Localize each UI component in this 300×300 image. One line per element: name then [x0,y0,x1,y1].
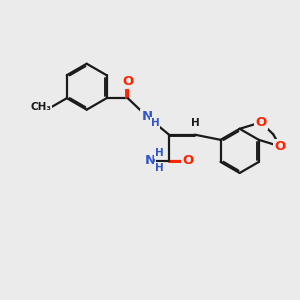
Text: O: O [255,116,266,129]
Text: N: N [144,154,155,167]
Text: CH₃: CH₃ [31,102,52,112]
Text: H: H [151,118,160,128]
Text: O: O [182,154,194,167]
Text: H: H [190,118,199,128]
Text: O: O [122,75,134,88]
Text: N: N [141,110,152,123]
Text: O: O [274,140,286,153]
Text: H: H [155,163,164,173]
Text: H: H [155,148,164,158]
